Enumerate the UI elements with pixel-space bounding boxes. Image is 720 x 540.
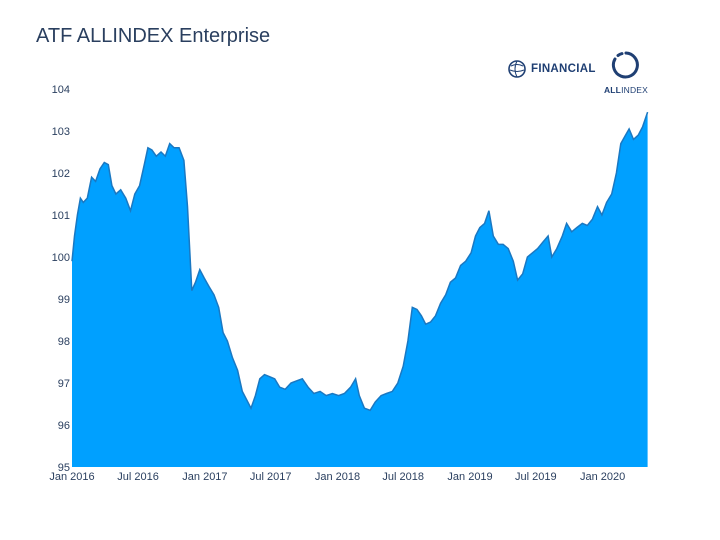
x-tick-label: Jan 2017 bbox=[182, 471, 227, 483]
x-tick-label: Jul 2017 bbox=[250, 471, 292, 483]
series-area bbox=[72, 112, 648, 467]
x-tick-label: Jan 2019 bbox=[447, 471, 492, 483]
x-tick-label: Jan 2020 bbox=[580, 471, 625, 483]
ring-icon bbox=[611, 51, 639, 79]
y-tick-label: 103 bbox=[52, 126, 70, 138]
y-tick-label: 99 bbox=[58, 294, 70, 306]
financial-logo: FINANCIAL bbox=[508, 60, 596, 78]
allindex-logo: ALLINDEX bbox=[600, 50, 652, 95]
x-tick-label: Jul 2016 bbox=[117, 471, 159, 483]
y-tick-label: 96 bbox=[58, 420, 70, 432]
financial-logo-text: FINANCIAL bbox=[531, 63, 596, 75]
x-tick-label: Jul 2018 bbox=[382, 471, 424, 483]
y-tick-label: 102 bbox=[52, 168, 70, 180]
x-tick-label: Jul 2019 bbox=[515, 471, 557, 483]
y-axis: 95 96 97 98 99 100 101 102 103 104 bbox=[52, 84, 70, 474]
globe-icon bbox=[508, 60, 526, 78]
x-axis: Jan 2016 Jul 2016 Jan 2017 Jul 2017 Jan 2018… bbox=[49, 471, 625, 483]
allindex-logo-text: ALLINDEX bbox=[603, 85, 649, 95]
y-tick-label: 95 bbox=[58, 462, 70, 474]
y-tick-label: 100 bbox=[52, 252, 70, 264]
y-tick-label: 98 bbox=[58, 336, 70, 348]
series-line bbox=[71, 111, 649, 412]
y-tick-label: 97 bbox=[58, 378, 70, 390]
page-title: ATF ALLINDEX Enterprise bbox=[36, 25, 271, 47]
x-tick-label: Jan 2016 bbox=[49, 471, 94, 483]
y-tick-label: 104 bbox=[52, 84, 70, 96]
y-tick-label: 101 bbox=[52, 210, 70, 222]
x-tick-label: Jan 2018 bbox=[315, 471, 360, 483]
